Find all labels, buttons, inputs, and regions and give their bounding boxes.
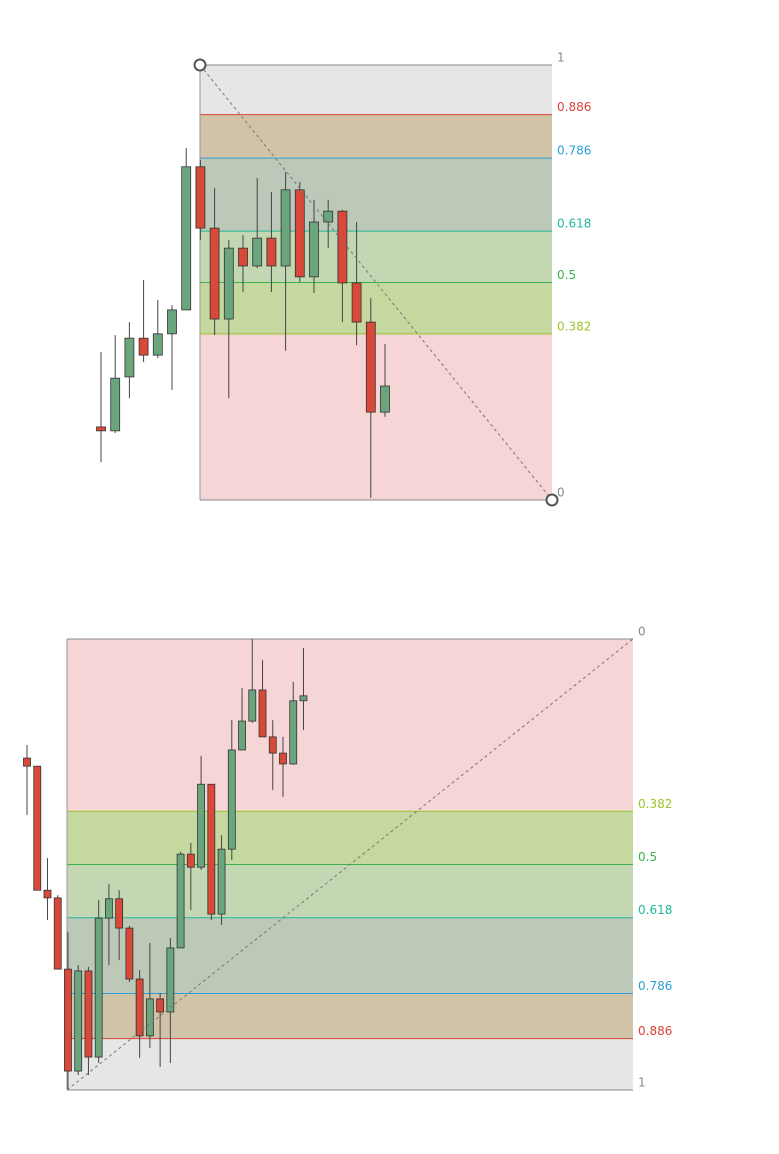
fib-zone	[200, 158, 552, 232]
candle-body	[96, 426, 106, 432]
candle-body	[135, 978, 144, 1037]
candle-body	[33, 765, 42, 891]
candle-body	[125, 927, 134, 980]
candle-body	[323, 210, 334, 223]
fib-level-label: 0.618	[557, 217, 591, 231]
candle-body	[365, 321, 376, 413]
candle-body	[238, 720, 246, 751]
candle-body	[110, 377, 121, 432]
candle-body	[337, 210, 348, 284]
candle-body	[64, 968, 72, 1072]
fib-level-label: 0.382	[638, 797, 672, 811]
candle-body	[223, 247, 234, 320]
candle-body	[84, 970, 93, 1058]
candle-body	[207, 783, 216, 915]
fib-level-label: 0.886	[638, 1024, 672, 1038]
candle-body	[94, 917, 103, 1058]
fib-zone	[200, 282, 552, 334]
fib-zone	[67, 917, 633, 994]
candle-body	[166, 947, 175, 1013]
candle-body	[23, 757, 31, 767]
candle-body	[258, 689, 267, 738]
fib-level-label: 0	[557, 486, 565, 500]
candle-body	[138, 337, 149, 356]
candle-body	[167, 309, 177, 335]
candle-body	[238, 247, 248, 267]
candle-body	[74, 970, 83, 1072]
fib-level-label: 0.886	[557, 100, 591, 114]
candle-body	[145, 998, 154, 1037]
fib-zone	[67, 864, 633, 918]
candle-body	[299, 695, 308, 702]
fib-level-label: 0.382	[557, 319, 591, 333]
fib-level-label: 0.5	[638, 850, 657, 864]
candle-body	[209, 227, 220, 320]
candle-body	[280, 189, 291, 267]
candle-body	[53, 897, 62, 970]
fib-level-label: 0.618	[638, 903, 672, 917]
trend-handle	[193, 58, 207, 72]
fib-zone	[67, 639, 633, 812]
fib-zone	[200, 114, 552, 159]
candle-body	[197, 783, 205, 868]
candle-body	[186, 853, 195, 868]
candle-body	[380, 385, 390, 413]
fib-level-label: 1	[557, 51, 565, 65]
fib-level-label: 0.5	[557, 268, 576, 282]
candle-body	[266, 237, 277, 267]
candle-body	[105, 898, 113, 919]
candle-body	[252, 237, 263, 267]
candle-body	[152, 333, 163, 356]
fib-level-label: 0	[638, 625, 646, 639]
candle-body	[268, 736, 277, 754]
candle-body	[124, 337, 135, 378]
fib-zone	[67, 811, 633, 865]
candle-body	[43, 889, 52, 899]
fib-zone	[67, 1038, 633, 1090]
fib-zone	[200, 333, 552, 500]
candle-body	[217, 848, 226, 915]
candle-body	[294, 189, 305, 278]
fib-level-label: 0.786	[557, 144, 591, 158]
fib-zone	[200, 65, 552, 115]
candle-body	[309, 221, 319, 278]
candle-body	[181, 166, 192, 311]
candle-body	[227, 749, 236, 850]
candle-body	[156, 998, 165, 1013]
candle-body	[351, 282, 362, 323]
candle-body	[248, 689, 257, 722]
candle-body	[115, 898, 124, 929]
trend-handle	[545, 493, 559, 507]
candle-body	[195, 166, 206, 229]
candle-body	[289, 700, 298, 765]
candle-body	[279, 752, 287, 765]
trend-line	[66, 638, 634, 1091]
candle-body	[176, 853, 185, 949]
fib-level-label: 1	[638, 1076, 646, 1090]
fib-level-label: 0.786	[638, 979, 672, 993]
